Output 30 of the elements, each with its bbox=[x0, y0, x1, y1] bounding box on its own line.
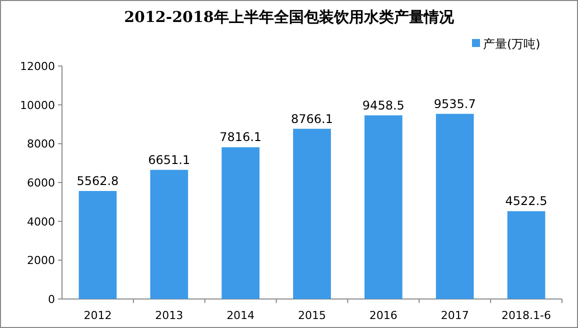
x-tick-label: 2018.1-6 bbox=[502, 309, 552, 322]
bar bbox=[293, 128, 331, 299]
x-tick-label: 2017 bbox=[440, 309, 469, 322]
data-label: 8766.1 bbox=[291, 112, 333, 126]
legend-label: 产量(万吨) bbox=[483, 37, 540, 51]
data-label: 9458.5 bbox=[362, 98, 404, 112]
y-tick-label: 2000 bbox=[27, 254, 55, 268]
data-label: 4522.5 bbox=[505, 194, 548, 208]
data-label: 7816.1 bbox=[220, 130, 262, 144]
x-tick-label: 2014 bbox=[226, 309, 255, 322]
bar bbox=[222, 147, 260, 299]
x-tick-label: 2016 bbox=[369, 309, 398, 322]
y-tick-label: 12000 bbox=[20, 60, 55, 73]
y-tick-label: 0 bbox=[48, 293, 55, 306]
y-tick-label: 4000 bbox=[27, 215, 55, 228]
x-tick-label: 2015 bbox=[298, 309, 326, 322]
chart-title: 2012-2018年上半年全国包装饮用水类产量情况 bbox=[124, 8, 455, 26]
bar bbox=[507, 211, 546, 299]
y-tick-label: 10000 bbox=[20, 98, 55, 112]
data-label: 9535.7 bbox=[434, 96, 476, 111]
data-label: 5562.8 bbox=[76, 174, 119, 188]
bar bbox=[364, 115, 402, 299]
bar bbox=[150, 170, 188, 299]
bar bbox=[78, 190, 117, 299]
y-tick-label: 6000 bbox=[27, 176, 55, 190]
data-label: 6651.1 bbox=[148, 152, 190, 167]
y-tick-label: 8000 bbox=[27, 138, 55, 151]
x-tick-label: 2012 bbox=[84, 309, 112, 322]
x-tick-label: 2013 bbox=[155, 309, 184, 322]
bar bbox=[436, 114, 474, 299]
